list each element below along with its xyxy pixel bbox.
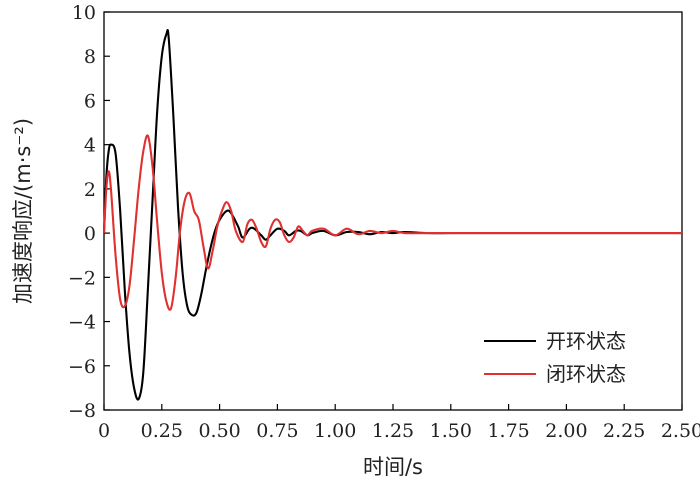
y-tick-label: −2 <box>68 267 96 289</box>
y-tick-label: 2 <box>84 179 96 201</box>
legend-label-closed-loop: 闭环状态 <box>546 362 626 386</box>
series-line-open-loop <box>102 29 682 401</box>
x-tick-label: 1.25 <box>372 420 414 442</box>
x-axis-title: 时间/s <box>363 455 423 479</box>
legend: 开环状态 闭环状态 <box>484 329 626 386</box>
y-tick-label: −8 <box>68 400 96 422</box>
tick-labels: 0 0.25 0.50 0.75 1.00 1.25 1.50 1.75 2.00 2.25 2.5… <box>68 2 700 442</box>
x-tick-label: 0.50 <box>198 420 240 442</box>
x-tick-label: 0.75 <box>256 420 298 442</box>
y-tick-label: −4 <box>68 312 96 334</box>
x-tick-label: 1.00 <box>314 420 356 442</box>
x-tick-label: 1.75 <box>487 420 529 442</box>
y-tick-label: 4 <box>84 135 96 157</box>
y-tick-label: 8 <box>84 46 96 68</box>
legend-label-open-loop: 开环状态 <box>546 329 626 353</box>
series-line-closed-loop <box>102 134 682 311</box>
y-tick-label: 6 <box>84 90 96 112</box>
y-tick-label: 0 <box>84 223 96 245</box>
x-tick-label: 2.50 <box>661 420 700 442</box>
y-axis-title: 加速度响应/(m·s⁻²) <box>11 118 35 304</box>
series-layer <box>102 29 682 401</box>
y-tick-label: −6 <box>68 356 96 378</box>
x-tick-label: 0 <box>98 420 110 442</box>
x-tick-label: 1.50 <box>430 420 472 442</box>
x-tick-label: 0.25 <box>141 420 183 442</box>
y-tick-label: 10 <box>72 2 96 24</box>
x-tick-label: 2.00 <box>545 420 587 442</box>
x-tick-label: 2.25 <box>603 420 645 442</box>
